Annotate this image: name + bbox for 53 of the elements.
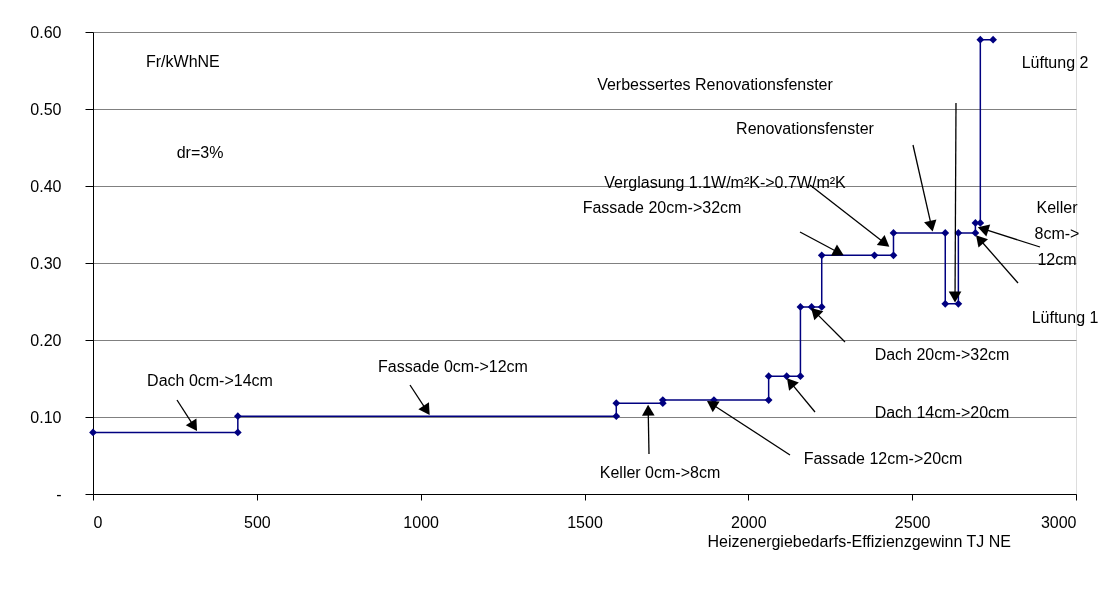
point [233, 412, 242, 421]
point [889, 251, 898, 260]
annotation: Keller 8cm->12cm [1034, 199, 1080, 268]
x-tick-label: 3000 [1040, 513, 1077, 531]
annotation: Lüftung 2 [1021, 54, 1089, 71]
point [612, 412, 621, 421]
point [941, 299, 950, 308]
x-tick-label: 2000 [731, 513, 767, 531]
point [612, 399, 621, 408]
annotation: Fassade 0cm->12cm [378, 358, 528, 375]
point [764, 372, 773, 381]
point [954, 229, 963, 237]
point [989, 35, 997, 44]
y-tick-label: 0.30 [30, 254, 62, 272]
point [796, 303, 805, 311]
point [796, 372, 805, 381]
y-tick-label: 0.50 [30, 100, 62, 118]
annotation: Fassade 20cm->32cm [582, 199, 742, 216]
point [954, 299, 963, 308]
point [976, 219, 985, 227]
annotation: Keller 0cm->8cm [599, 464, 721, 481]
point [817, 303, 826, 311]
annotation: Lüftung 1 [1031, 309, 1099, 326]
annotation: Verglasung 1.1W/m²K->0.7W/m²K [604, 174, 847, 191]
annotation: Dach 14cm->20cm [874, 404, 1010, 421]
annotation: dr=3% [176, 144, 224, 161]
x-axis-title: Heizenergiebedarfs-Effizienzgewinn TJ NE [707, 533, 1011, 550]
y-tick-label: 0.60 [30, 23, 62, 41]
point [764, 396, 773, 404]
y-tick-label: - [56, 485, 62, 503]
y-tick-label: 0.10 [30, 408, 62, 426]
point [870, 251, 879, 260]
x-tick-label: 500 [243, 513, 271, 531]
annotation: Fassade 12cm->20cm [803, 450, 963, 467]
x-tick-label: 0 [93, 513, 103, 531]
point [941, 229, 950, 237]
point [89, 428, 97, 437]
point [889, 229, 898, 237]
x-tick-label: 1500 [567, 513, 603, 531]
y-axis-title: Fr/kWhNE [146, 53, 220, 70]
x-tick-label: 2500 [894, 513, 931, 531]
y-tick-label: 0.40 [30, 177, 62, 195]
point [233, 428, 242, 437]
annotation: Dach 20cm->32cm [874, 346, 1010, 363]
point [976, 35, 985, 44]
point [782, 372, 791, 381]
point [817, 251, 826, 260]
point [971, 229, 980, 237]
annotation: Renovationsfenster [736, 120, 875, 137]
y-tick-label: 0.20 [30, 331, 62, 349]
annotation: Dach 0cm->14cm [147, 372, 273, 389]
annotation: Verbessertes Renovationsfenster [597, 76, 834, 93]
x-tick-label: 1000 [403, 513, 440, 531]
